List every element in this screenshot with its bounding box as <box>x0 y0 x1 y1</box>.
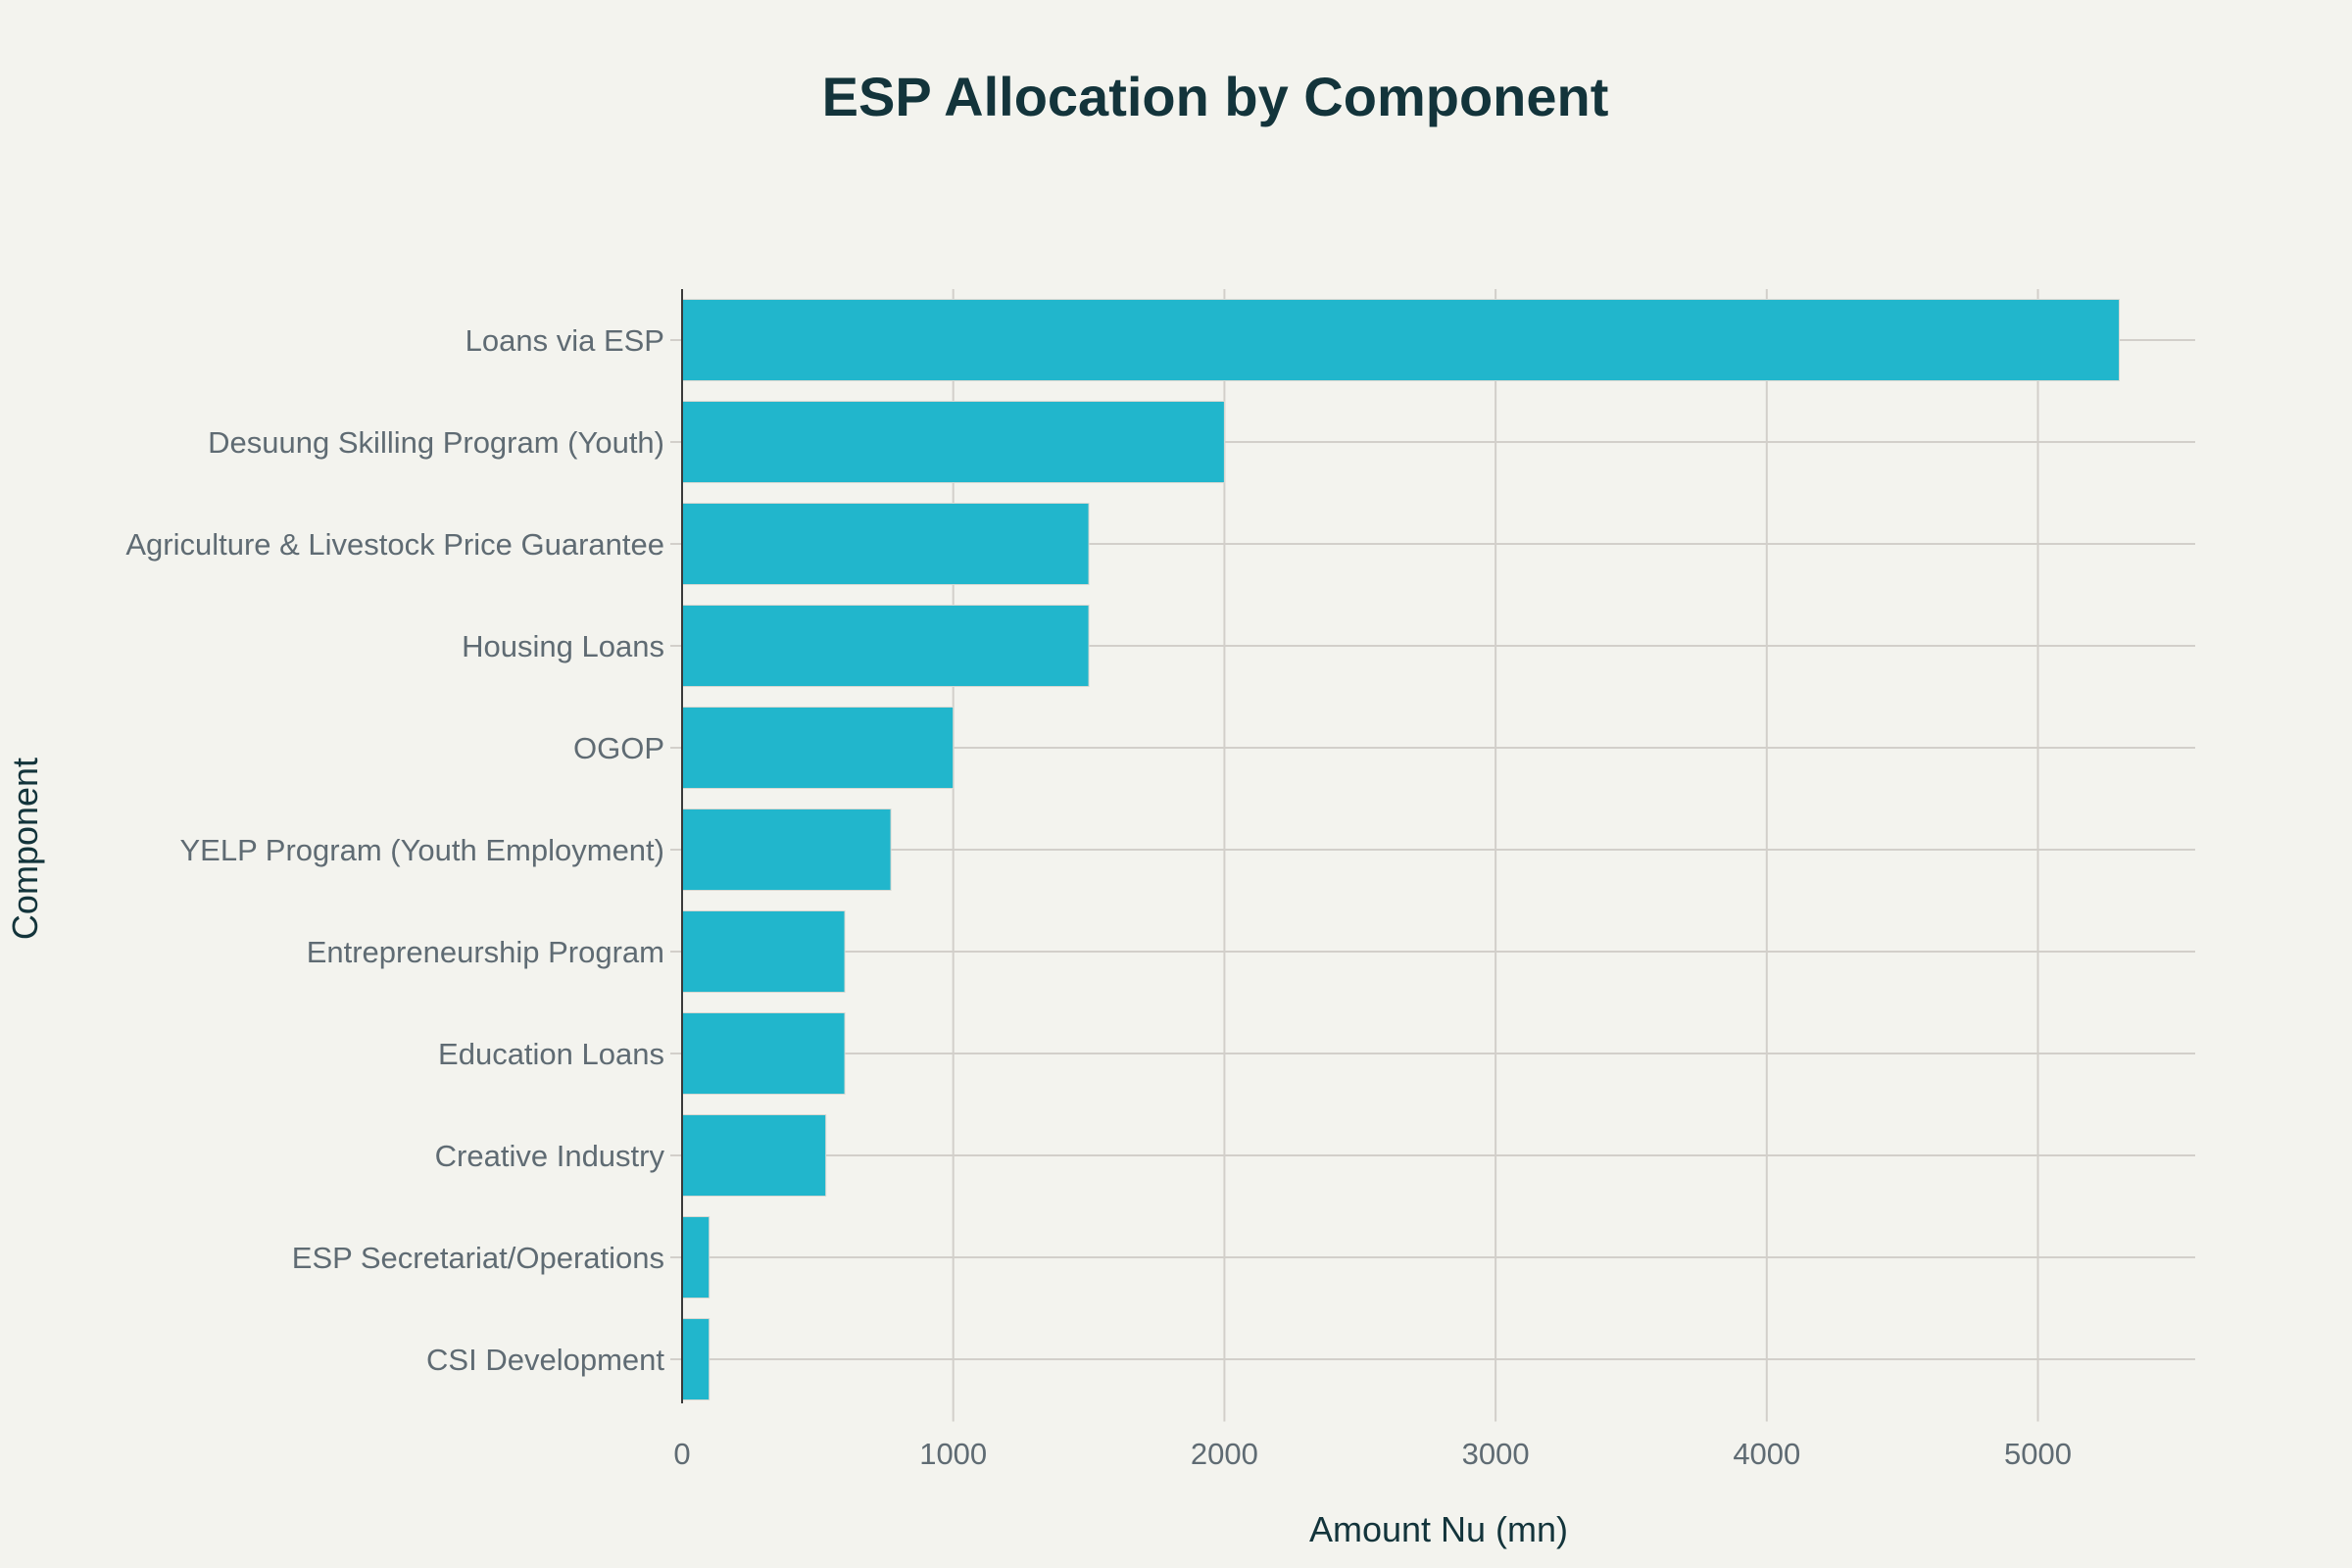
bar <box>681 1012 846 1095</box>
bar <box>681 503 1090 585</box>
x-tick-label: 0 <box>673 1437 690 1471</box>
bar <box>681 605 1090 687</box>
y-tick-label: OGOP <box>573 731 664 765</box>
y-tick-label: Agriculture & Livestock Price Guarantee <box>125 527 664 562</box>
x-tick-labels: 0 1000 2000 3000 4000 5000 <box>673 1437 2072 1471</box>
y-tick-label: Housing Loans <box>462 629 664 663</box>
bars <box>681 299 2121 1400</box>
y-tick-label: ESP Secretariat/Operations <box>292 1241 664 1275</box>
y-tick-label: Education Loans <box>438 1037 664 1071</box>
x-tick-label: 5000 <box>2004 1437 2072 1471</box>
bar <box>681 299 2121 381</box>
bar <box>681 401 1225 483</box>
bar <box>681 1318 710 1400</box>
y-tick-labels: Loans via ESP Desuung Skilling Program (Y… <box>125 323 664 1377</box>
y-tick-label: Entrepreneurship Program <box>307 935 664 969</box>
bar <box>681 910 846 993</box>
x-tick-label: 1000 <box>919 1437 987 1471</box>
y-tick-label: YELP Program (Youth Employment) <box>179 833 664 867</box>
bar <box>681 1114 827 1197</box>
x-tick-label: 3000 <box>1462 1437 1530 1471</box>
y-tick-label: Creative Industry <box>435 1139 665 1173</box>
bar <box>681 1216 710 1298</box>
bar <box>681 808 892 891</box>
x-tick-label: 4000 <box>1733 1437 1800 1471</box>
x-tick-label: 2000 <box>1191 1437 1258 1471</box>
chart-title: ESP Allocation by Component <box>822 66 1609 127</box>
bar <box>681 707 955 789</box>
y-tick-label: Desuung Skilling Program (Youth) <box>208 425 664 460</box>
y-tick-label: Loans via ESP <box>466 323 664 358</box>
y-tick-label: CSI Development <box>426 1343 664 1377</box>
x-axis-title: Amount Nu (mn) <box>1309 1509 1568 1549</box>
y-axis-title: Component <box>5 758 45 940</box>
